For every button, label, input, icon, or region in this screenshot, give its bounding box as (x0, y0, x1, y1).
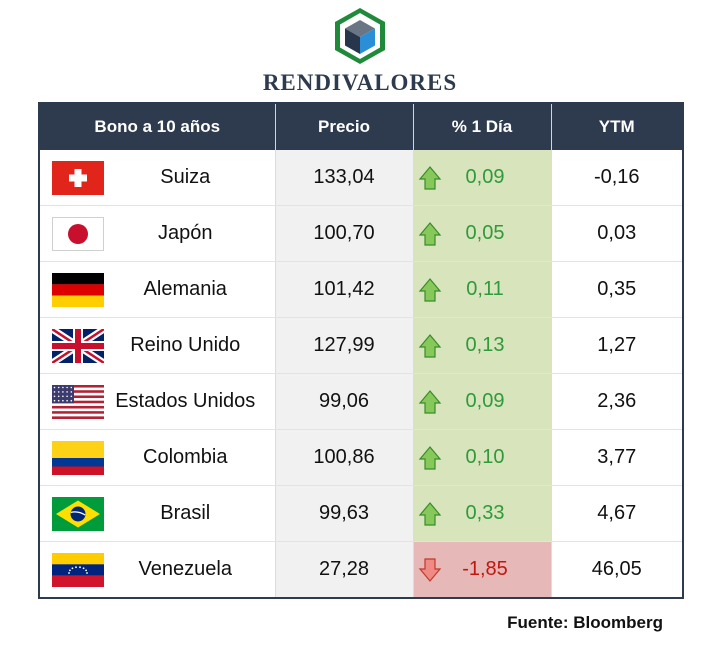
header-cambio: % 1 Día (413, 103, 552, 150)
table-row: Colombia 100,86 0,10 3,77 (39, 429, 683, 486)
change-cell: 0,10 (413, 429, 552, 486)
arrow-up-icon (418, 501, 441, 526)
source-note: Fuente: Bloomberg (507, 613, 663, 632)
change-cell: 0,09 (413, 150, 552, 206)
ytm-cell: -0,16 (551, 150, 683, 206)
switzerland-flag-icon (52, 160, 104, 195)
price-cell: 133,04 (275, 150, 414, 206)
arrow-down-icon (418, 557, 441, 582)
change-value: 0,09 (465, 390, 505, 412)
table-row: Brasil 99,63 0,33 4,67 (39, 485, 683, 542)
arrow-up-icon (418, 277, 441, 302)
table-row: Suiza 133,04 0,09 -0,16 (39, 150, 683, 206)
change-cell: 0,05 (413, 205, 552, 262)
ytm-cell: 4,67 (551, 485, 683, 542)
change-value: 0,10 (465, 446, 505, 468)
ytm-cell: 46,05 (551, 541, 683, 599)
country-cell: Colombia (39, 429, 276, 486)
change-cell: 0,33 (413, 485, 552, 542)
country-name: Venezuela (138, 558, 232, 580)
price-cell: 101,42 (275, 261, 414, 318)
change-cell: 0,09 (413, 373, 552, 430)
arrow-up-icon (418, 333, 441, 358)
ytm-cell: 0,03 (551, 205, 683, 262)
colombia-flag-icon (52, 440, 104, 475)
brand-name: RENDIVALORES (262, 70, 458, 95)
price-cell: 99,63 (275, 485, 414, 542)
country-name: Alemania (143, 278, 227, 300)
country-cell: Reino Unido (39, 317, 276, 374)
price-cell: 99,06 (275, 373, 414, 430)
table-row: Venezuela 27,28 -1,85 46,05 (39, 541, 683, 599)
brazil-flag-icon (52, 496, 104, 531)
country-name: Suiza (160, 166, 211, 188)
table-row: Reino Unido 127,99 0,13 1,27 (39, 317, 683, 374)
table-row: Japón 100,70 0,05 0,03 (39, 205, 683, 262)
country-name: Brasil (160, 502, 211, 524)
country-cell: Suiza (39, 150, 276, 206)
header-ytm: YTM (551, 103, 683, 150)
change-cell: 0,11 (413, 261, 552, 318)
country-cell: Estados Unidos (39, 373, 276, 430)
change-value: 0,11 (466, 278, 504, 300)
change-value: 0,09 (465, 166, 505, 188)
country-name: Japón (158, 222, 213, 244)
germany-flag-icon (52, 272, 104, 307)
arrow-up-icon (418, 445, 441, 470)
table-header-row: Bono a 10 años Precio % 1 Día YTM (39, 103, 683, 150)
country-cell: Alemania (39, 261, 276, 318)
price-cell: 100,86 (275, 429, 414, 486)
arrow-up-icon (418, 165, 441, 190)
change-cell: -1,85 (413, 541, 552, 599)
arrow-up-icon (418, 389, 441, 414)
japan-flag-icon (52, 216, 104, 251)
change-value: 0,33 (465, 502, 505, 524)
uk-flag-icon (52, 328, 104, 363)
header-precio: Precio (275, 103, 414, 150)
logo: RENDIVALORES (0, 6, 720, 96)
price-cell: 100,70 (275, 205, 414, 262)
change-value: -1,85 (462, 558, 508, 580)
table-row: Estados Unidos 99,06 0,09 2,36 (39, 373, 683, 430)
ytm-cell: 3,77 (551, 429, 683, 486)
usa-flag-icon (52, 384, 104, 419)
country-name: Colombia (143, 446, 228, 468)
cube-logo-icon (335, 8, 385, 64)
price-cell: 27,28 (275, 541, 414, 599)
change-value: 0,05 (465, 222, 505, 244)
bond-table: Bono a 10 años Precio % 1 Día YTM Suiza 1… (38, 102, 684, 599)
country-cell: Brasil (39, 485, 276, 542)
country-cell: Japón (39, 205, 276, 262)
price-cell: 127,99 (275, 317, 414, 374)
arrow-up-icon (418, 221, 441, 246)
venezuela-flag-icon (52, 552, 104, 587)
change-cell: 0,13 (413, 317, 552, 374)
header-bono: Bono a 10 años (39, 103, 276, 150)
country-name: Estados Unidos (115, 390, 256, 412)
ytm-cell: 2,36 (551, 373, 683, 430)
ytm-cell: 0,35 (551, 261, 683, 318)
change-value: 0,13 (465, 334, 505, 356)
ytm-cell: 1,27 (551, 317, 683, 374)
table-row: Alemania 101,42 0,11 0,35 (39, 261, 683, 318)
country-cell: Venezuela (39, 541, 276, 599)
country-name: Reino Unido (130, 334, 241, 356)
